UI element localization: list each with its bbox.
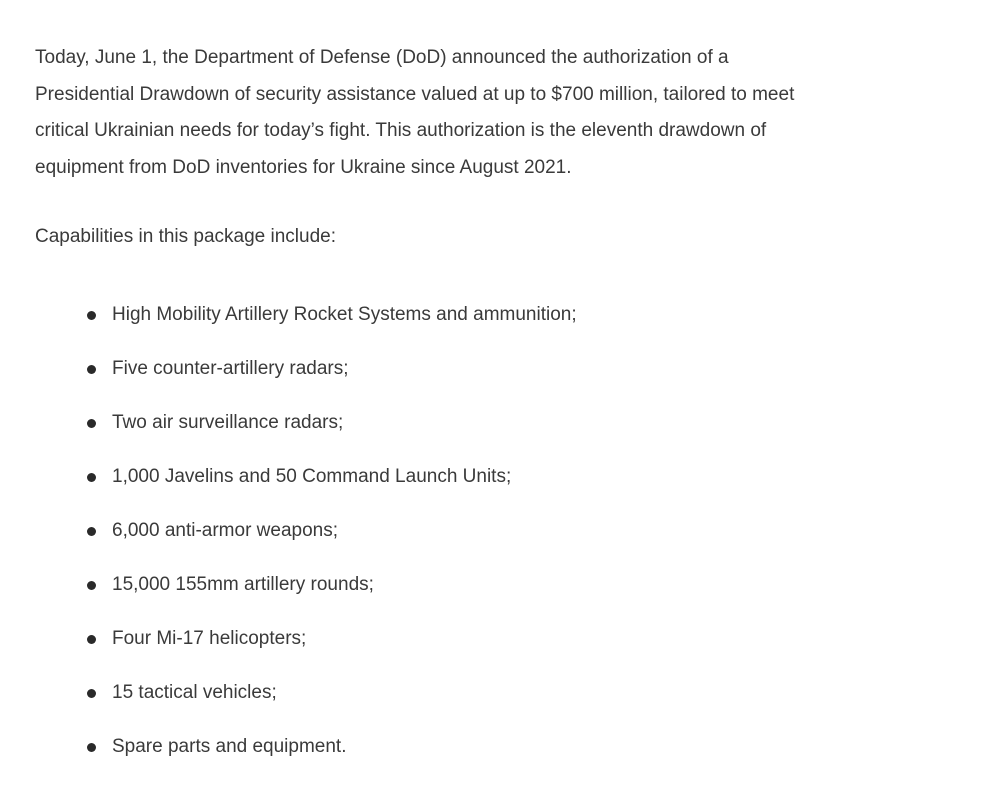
announcement-paragraph: Today, June 1, the Department of Defense… bbox=[35, 40, 794, 186]
list-item-text: 1,000 Javelins and 50 Command Launch Uni… bbox=[112, 466, 512, 487]
paragraph-line: equipment from DoD inventories for Ukrai… bbox=[35, 156, 572, 178]
list-item-text: 15 tactical vehicles; bbox=[112, 682, 277, 703]
list-item: Five counter-artillery radars; bbox=[0, 354, 577, 408]
list-intro: Capabilities in this package include: bbox=[35, 226, 337, 247]
list-item-text: Two air surveillance radars; bbox=[112, 412, 344, 433]
list-item-text: Spare parts and equipment. bbox=[112, 736, 347, 757]
paragraph-line: critical Ukrainian needs for today’s fig… bbox=[35, 120, 767, 141]
list-item: 15,000 155mm artillery rounds; bbox=[0, 570, 577, 624]
paragraph-line: Today, June 1, the Department of Defense… bbox=[35, 47, 729, 68]
list-item: Two air surveillance radars; bbox=[0, 408, 577, 462]
list-item-text: High Mobility Artillery Rocket Systems a… bbox=[112, 304, 577, 325]
bullet-icon bbox=[87, 581, 96, 590]
capabilities-list: High Mobility Artillery Rocket Systems a… bbox=[0, 300, 577, 786]
list-item: Four Mi-17 helicopters; bbox=[0, 624, 577, 678]
list-item: 15 tactical vehicles; bbox=[0, 678, 577, 732]
bullet-icon bbox=[87, 365, 96, 374]
bullet-icon bbox=[87, 419, 96, 428]
bullet-icon bbox=[87, 527, 96, 536]
list-item-text: Four Mi-17 helicopters; bbox=[112, 628, 307, 649]
bullet-icon bbox=[87, 311, 96, 320]
list-item-text: 6,000 anti-armor weapons; bbox=[112, 520, 339, 541]
bullet-icon bbox=[87, 743, 96, 752]
list-item: Spare parts and equipment. bbox=[0, 732, 577, 786]
list-item-text: 15,000 155mm artillery rounds; bbox=[112, 574, 374, 595]
bullet-icon bbox=[87, 635, 96, 644]
list-item: 1,000 Javelins and 50 Command Launch Uni… bbox=[0, 462, 577, 516]
list-item-text: Five counter-artillery radars; bbox=[112, 358, 349, 379]
list-item: High Mobility Artillery Rocket Systems a… bbox=[0, 300, 577, 354]
bullet-icon bbox=[87, 473, 96, 482]
paragraph-line: Presidential Drawdown of security assist… bbox=[35, 83, 795, 105]
list-item: 6,000 anti-armor weapons; bbox=[0, 516, 577, 570]
bullet-icon bbox=[87, 689, 96, 698]
